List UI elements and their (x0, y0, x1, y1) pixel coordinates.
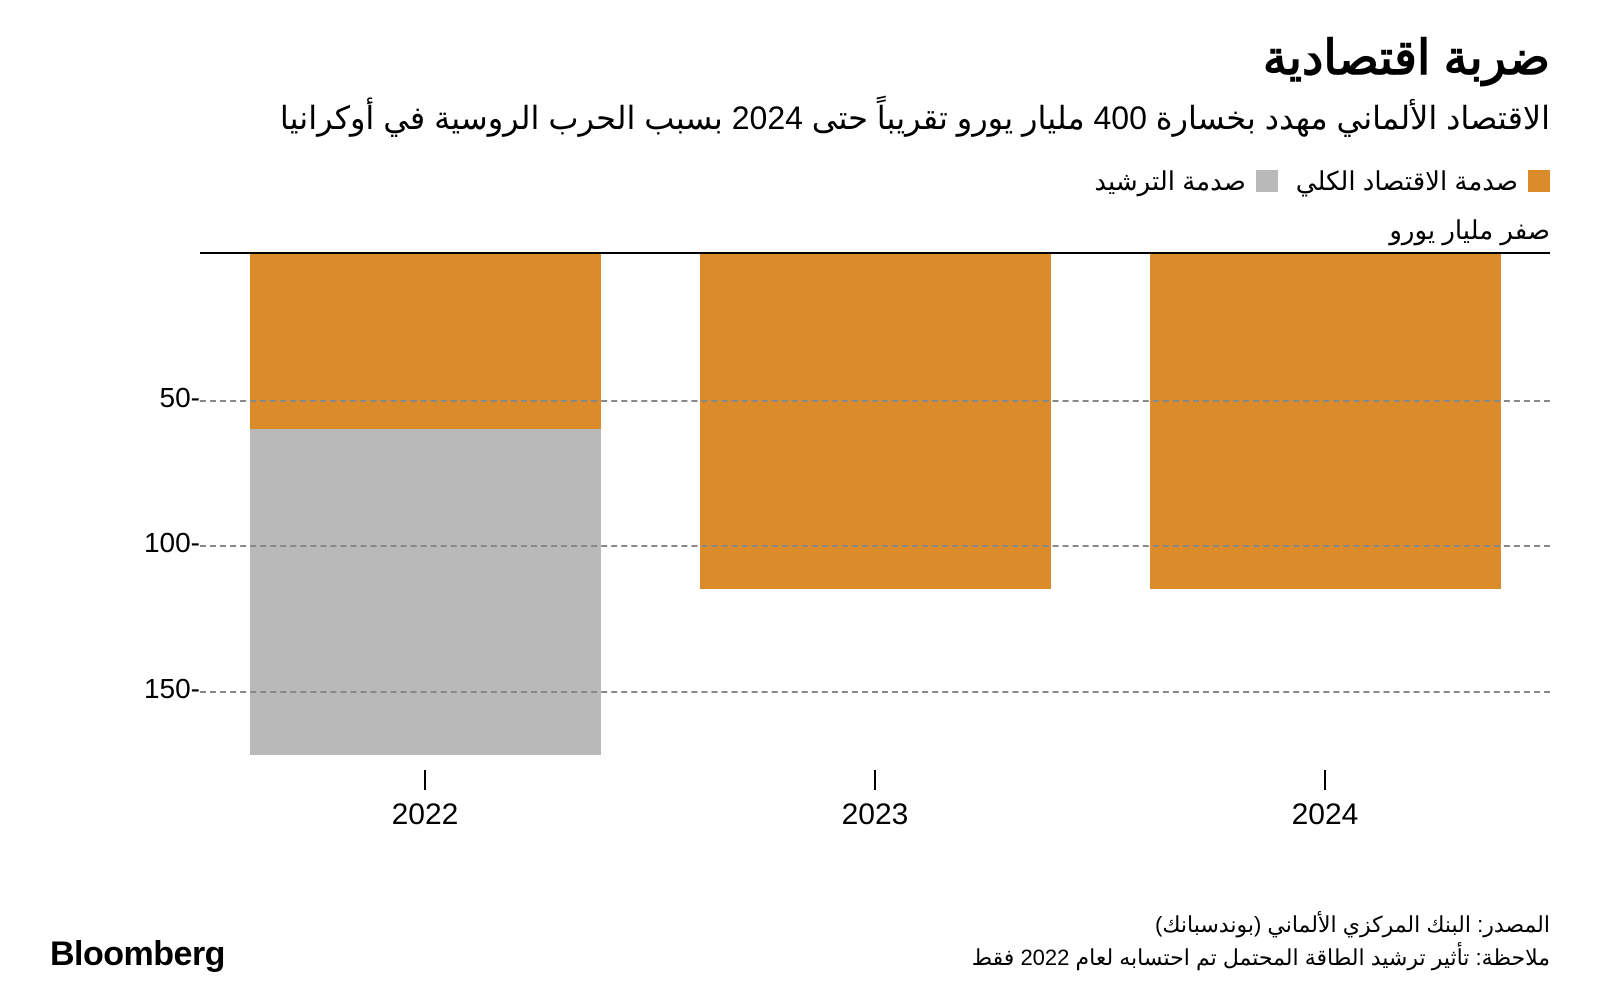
gridline (200, 545, 1550, 547)
x-tick: 2023 (650, 762, 1100, 832)
legend: صدمة الاقتصاد الكلي صدمة الترشيد (50, 166, 1550, 197)
legend-item-ration: صدمة الترشيد (1094, 166, 1277, 197)
x-tick: 2022 (200, 762, 650, 832)
bar-segment-macro (1150, 254, 1501, 589)
y-axis: -50 -100 -150 (50, 252, 200, 762)
x-tick-label: 2023 (842, 798, 909, 832)
bar-stack (700, 254, 1051, 589)
chart-subtitle: الاقتصاد الألماني مهدد بخسارة 400 مليار … (50, 96, 1550, 141)
bar-column (200, 254, 650, 762)
legend-label-ration: صدمة الترشيد (1094, 166, 1245, 197)
bar-stack (1150, 254, 1501, 589)
gridline (200, 400, 1550, 402)
bar-column (650, 254, 1100, 762)
bar-segment-macro (700, 254, 1051, 589)
x-tick-label: 2024 (1292, 798, 1359, 832)
x-tick-mark (424, 770, 426, 790)
x-tick-mark (1324, 770, 1326, 790)
chart-container: ضربة اقتصادية الاقتصاد الألماني مهدد بخس… (0, 0, 1600, 1004)
bars-area (200, 254, 1550, 762)
legend-label-macro: صدمة الاقتصاد الكلي (1296, 166, 1518, 197)
x-tick-label: 2022 (392, 798, 459, 832)
y-tick-label: -100 (50, 527, 200, 559)
legend-swatch-ration (1256, 170, 1278, 192)
y-axis-title: صفر مليار يورو (50, 215, 1550, 246)
chart-area: -50 -100 -150 2022 2023 2024 (50, 252, 1550, 832)
x-tick-mark (874, 770, 876, 790)
bar-column (1100, 254, 1550, 762)
footer-text: المصدر: البنك المركزي الألماني (بوندسبان… (972, 908, 1550, 974)
chart-title: ضربة اقتصادية (50, 30, 1550, 86)
footer-note: ملاحظة: تأثير ترشيد الطاقة المحتمل تم اح… (972, 941, 1550, 974)
x-tick: 2024 (1100, 762, 1550, 832)
x-axis: 2022 2023 2024 (200, 762, 1550, 832)
bar-segment-ration (250, 429, 601, 755)
footer: المصدر: البنك المركزي الألماني (بوندسبان… (50, 908, 1550, 974)
y-tick-label: -50 (50, 382, 200, 414)
plot-area (200, 252, 1550, 762)
gridline (200, 691, 1550, 693)
bar-stack (250, 254, 601, 755)
brand-logo: Bloomberg (50, 935, 225, 974)
footer-source: المصدر: البنك المركزي الألماني (بوندسبان… (972, 908, 1550, 941)
legend-item-macro: صدمة الاقتصاد الكلي (1296, 166, 1550, 197)
bar-segment-macro (250, 254, 601, 429)
y-tick-label: -150 (50, 673, 200, 705)
legend-swatch-macro (1528, 170, 1550, 192)
